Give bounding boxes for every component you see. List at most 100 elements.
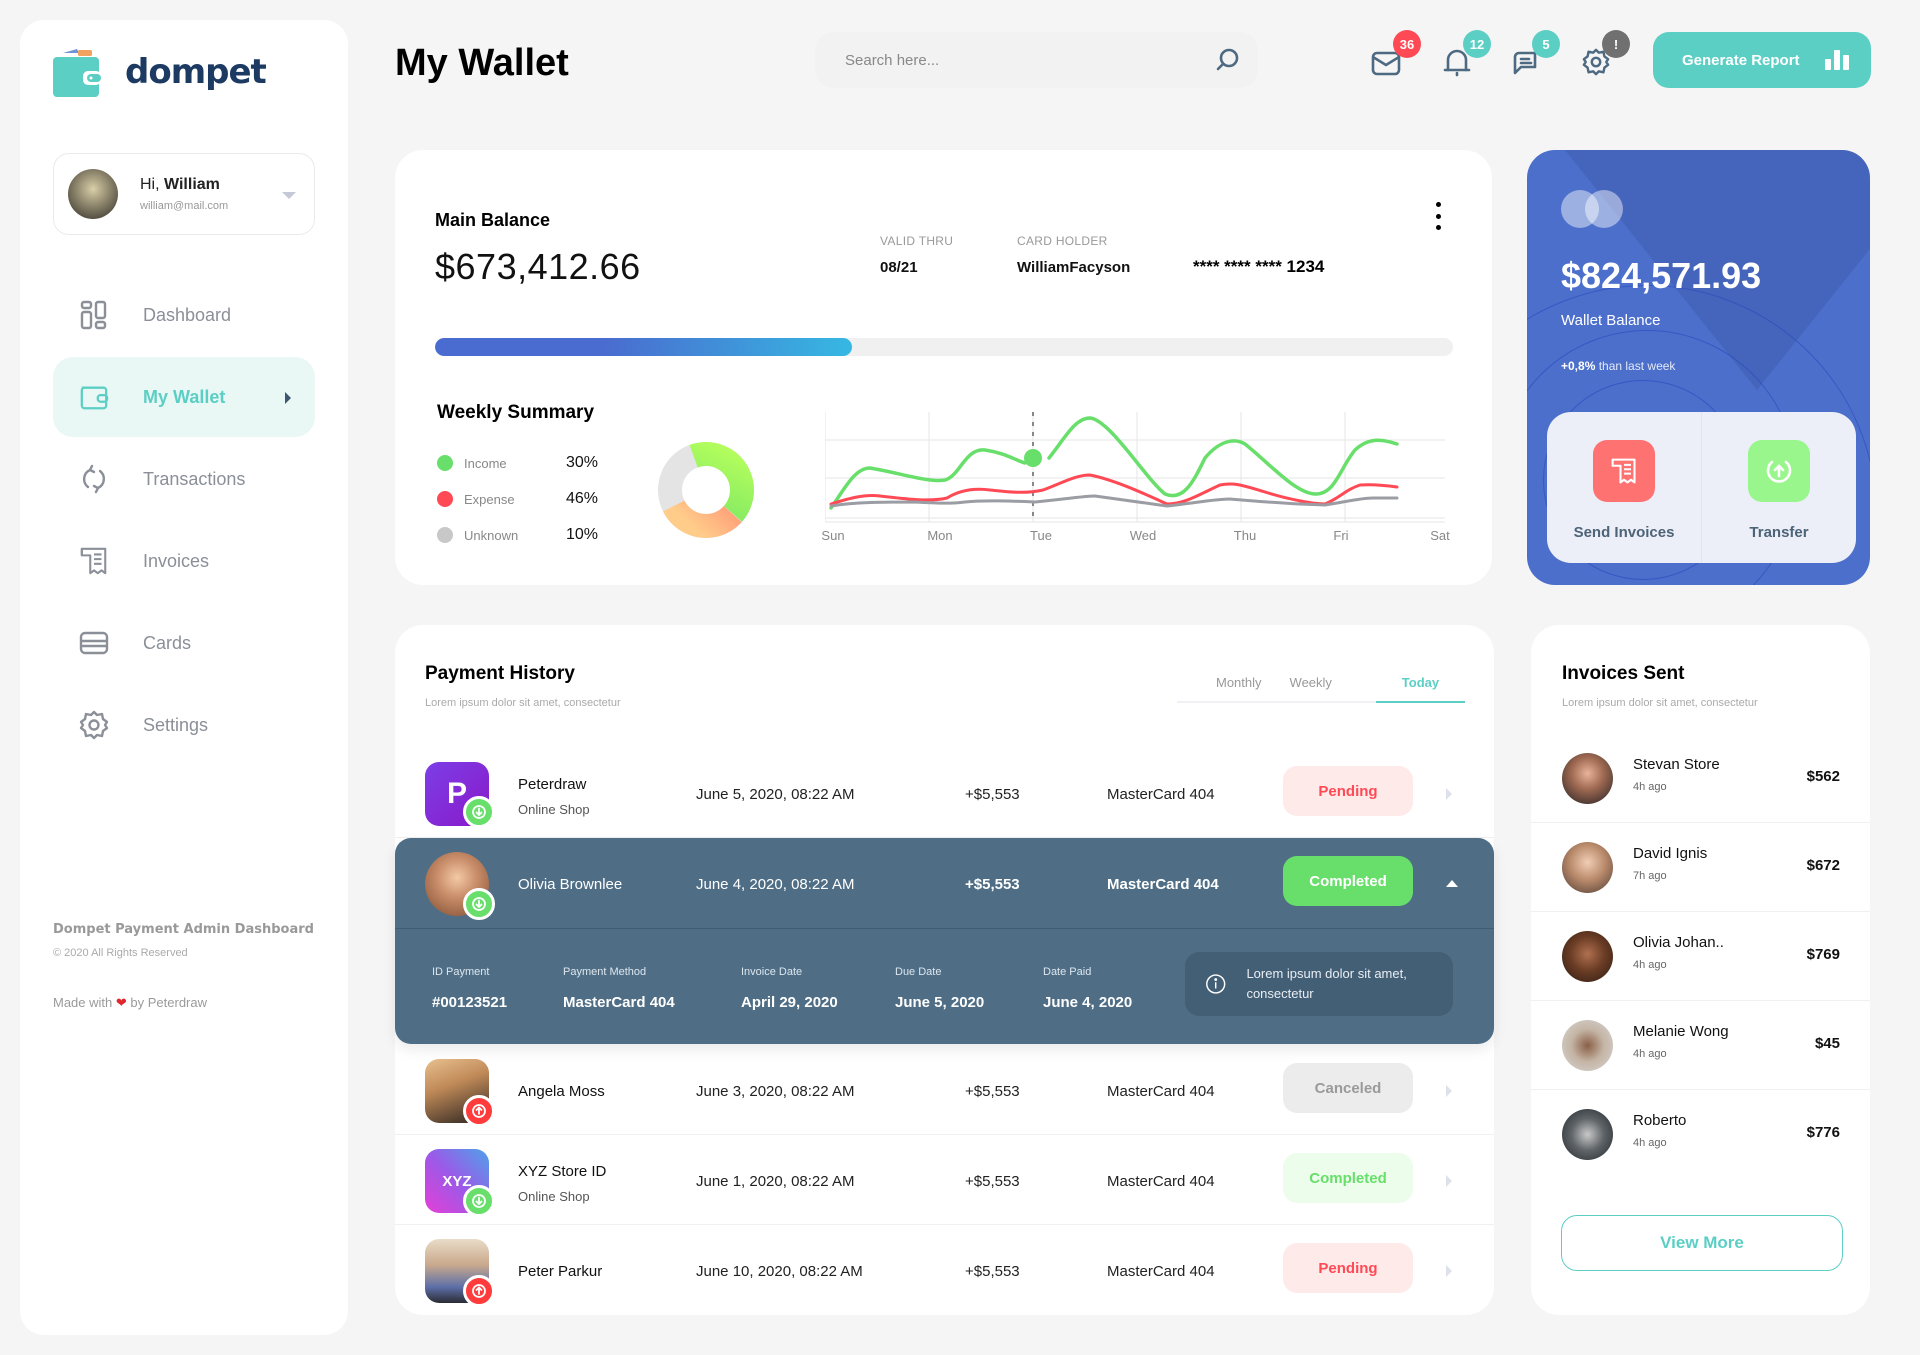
- messages-button[interactable]: 5: [1508, 30, 1560, 80]
- payment-history-title: Payment History: [425, 663, 575, 684]
- mail-button[interactable]: 36: [1369, 30, 1421, 80]
- payment-row-expanded[interactable]: Olivia Brownlee June 4, 2020, 08:22 AM +…: [395, 838, 1494, 1044]
- expense-dot-icon: [437, 491, 453, 507]
- chevron-right-icon[interactable]: [1446, 1265, 1452, 1277]
- invoice-item[interactable]: Olivia Johan.. 4h ago $769: [1531, 912, 1870, 1001]
- notifications-button[interactable]: 12: [1439, 30, 1491, 80]
- invoice-item[interactable]: Melanie Wong 4h ago $45: [1531, 1001, 1870, 1090]
- mail-icon: [1371, 51, 1401, 76]
- chevron-right-icon[interactable]: [1446, 788, 1452, 800]
- payment-row[interactable]: P Peterdraw Online Shop June 5, 2020, 08…: [395, 748, 1494, 838]
- bar-chart-icon: [1825, 50, 1849, 70]
- user-profile-menu[interactable]: Hi, William william@mail.com: [53, 153, 315, 235]
- tab-weekly[interactable]: Weekly: [1289, 675, 1332, 690]
- weekly-summary-donut-chart: [658, 442, 754, 538]
- dashboard-icon: [79, 300, 109, 330]
- status-badge[interactable]: Pending: [1283, 1243, 1413, 1293]
- avatar: [1562, 1109, 1613, 1160]
- status-badge[interactable]: Completed: [1283, 1153, 1413, 1203]
- legend-item-unknown: Unknown 10%: [437, 517, 598, 553]
- upload-circle-icon: [1748, 440, 1810, 502]
- more-options-icon[interactable]: [1430, 202, 1446, 230]
- balance-progress-bar: [435, 338, 1453, 356]
- detail-due-date: Due Date June 5, 2020: [895, 966, 985, 1011]
- heart-icon: ❤: [115, 995, 127, 1010]
- invoice-icon: [1593, 440, 1655, 502]
- sidebar-item-my-wallet[interactable]: My Wallet: [53, 357, 315, 437]
- messages-badge: 5: [1532, 30, 1560, 58]
- incoming-arrow-icon: [463, 888, 495, 920]
- avatar: [1562, 931, 1613, 982]
- chevron-right-icon[interactable]: [1446, 1175, 1452, 1187]
- brand-logo[interactable]: dompet: [53, 45, 267, 99]
- outgoing-arrow-icon: [463, 1275, 495, 1307]
- generate-report-button[interactable]: Generate Report: [1653, 32, 1871, 88]
- bell-icon: [1443, 49, 1471, 77]
- valid-thru-label: VALID THRU: [880, 234, 954, 248]
- send-invoices-button[interactable]: Send Invoices: [1547, 412, 1701, 563]
- invoices-sent-title: Invoices Sent: [1562, 663, 1685, 684]
- transfer-button[interactable]: Transfer: [1701, 412, 1856, 563]
- unknown-dot-icon: [437, 527, 453, 543]
- invoice-item[interactable]: David Ignis 7h ago $672: [1531, 823, 1870, 912]
- avatar: [1562, 1020, 1613, 1071]
- sidebar-item-dashboard[interactable]: Dashboard: [53, 275, 315, 355]
- chevron-down-icon[interactable]: [282, 192, 296, 199]
- legend-item-income: Income 30%: [437, 445, 598, 481]
- search-input[interactable]: [845, 51, 1185, 69]
- payment-row[interactable]: Peter Parkur June 10, 2020, 08:22 AM +$5…: [395, 1225, 1494, 1315]
- status-badge[interactable]: Canceled: [1283, 1063, 1413, 1113]
- sidebar-nav: Dashboard My Wallet Transactions Invoice…: [53, 275, 315, 767]
- caret-right-icon: [285, 392, 291, 404]
- card-holder-label: CARD HOLDER: [1017, 234, 1108, 248]
- wallet-logo-icon: [53, 49, 101, 97]
- wallet-balance-value: $824,571.93: [1561, 255, 1762, 296]
- mail-badge: 36: [1393, 30, 1421, 58]
- payment-row[interactable]: Angela Moss June 3, 2020, 08:22 AM +$5,5…: [395, 1045, 1494, 1135]
- main-balance-card: Main Balance $673,412.66 VALID THRU 08/2…: [395, 150, 1492, 585]
- sidebar-item-transactions[interactable]: Transactions: [53, 439, 315, 519]
- outgoing-arrow-icon: [463, 1095, 495, 1127]
- incoming-arrow-icon: [463, 1185, 495, 1217]
- sidebar-item-invoices[interactable]: Invoices: [53, 521, 315, 601]
- card-number: **** **** **** 1234: [1193, 257, 1325, 276]
- payment-history-card: Payment History Lorem ipsum dolor sit am…: [395, 625, 1494, 1315]
- info-icon: [1206, 974, 1226, 994]
- chevron-right-icon[interactable]: [1446, 1085, 1452, 1097]
- payment-row[interactable]: XYZ XYZ Store ID Online Shop June 1, 202…: [395, 1135, 1494, 1225]
- income-dot-icon: [437, 455, 453, 471]
- sidebar-item-settings[interactable]: Settings: [53, 685, 315, 765]
- invoice-item[interactable]: Stevan Store 4h ago $562: [1531, 734, 1870, 823]
- detail-payment-method: Payment Method MasterCard 404: [563, 966, 675, 1011]
- gear-icon: [1582, 48, 1610, 76]
- period-tabs: Monthly Weekly Today: [1177, 675, 1465, 703]
- brand-name: dompet: [125, 52, 267, 92]
- status-badge[interactable]: Pending: [1283, 766, 1413, 816]
- person-avatar: [425, 1059, 495, 1127]
- main-balance-label: Main Balance: [435, 210, 551, 230]
- status-badge[interactable]: Completed: [1283, 856, 1413, 906]
- balance-progress-fill: [435, 338, 853, 356]
- view-more-button[interactable]: View More: [1561, 1215, 1843, 1271]
- invoice-item[interactable]: Roberto 4h ago $776: [1531, 1090, 1870, 1179]
- tab-monthly[interactable]: Monthly: [1216, 675, 1262, 690]
- main-balance-value: $673,412.66: [435, 246, 641, 287]
- wallet-change: +0,8% than last week: [1561, 359, 1676, 373]
- chevron-up-icon[interactable]: [1446, 880, 1458, 887]
- page-title: My Wallet: [395, 42, 569, 84]
- wallet-balance-label: Wallet Balance: [1561, 312, 1661, 329]
- sidebar-item-cards[interactable]: Cards: [53, 603, 315, 683]
- wallet-actions: Send Invoices Transfer: [1547, 412, 1856, 563]
- sidebar: dompet Hi, William william@mail.com Dash…: [20, 20, 348, 1335]
- invoices-sent-card: Invoices Sent Lorem ipsum dolor sit amet…: [1531, 625, 1870, 1315]
- user-avatar: [68, 169, 118, 219]
- settings-button[interactable]: !: [1578, 30, 1630, 80]
- search-icon[interactable]: [1214, 47, 1240, 78]
- notifications-badge: 12: [1463, 30, 1491, 58]
- tab-today[interactable]: Today: [1375, 675, 1465, 703]
- avatar: [1562, 753, 1613, 804]
- card-icon: [79, 628, 109, 658]
- settings-badge: !: [1602, 30, 1630, 58]
- person-avatar: [425, 852, 495, 920]
- invoice-icon: [79, 546, 109, 576]
